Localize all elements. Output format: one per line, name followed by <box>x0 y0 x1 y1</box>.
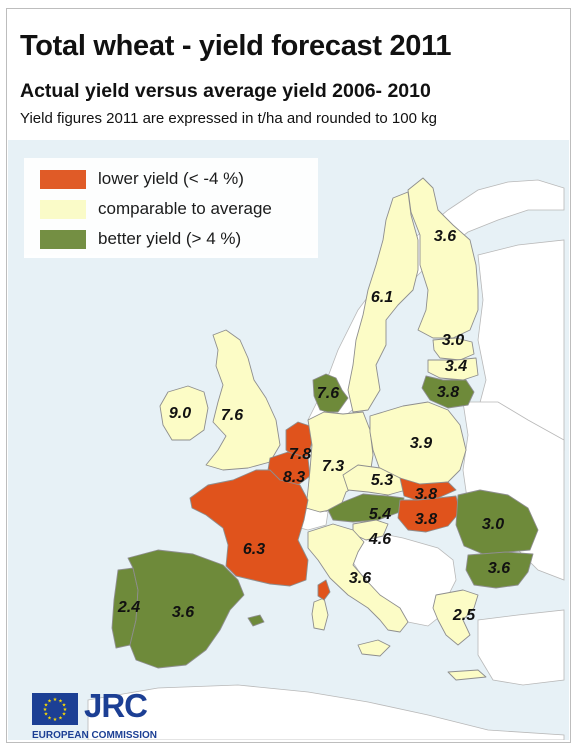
svg-text:★: ★ <box>53 697 58 703</box>
label-greece: 2.5 <box>452 607 476 624</box>
region-sicily <box>357 639 391 657</box>
region-france <box>189 469 309 587</box>
label-slovenia: 4.6 <box>368 531 391 548</box>
label-denmark: 7.6 <box>317 385 339 402</box>
region-greece <box>432 589 479 646</box>
label-bulgaria: 3.6 <box>488 560 510 577</box>
region-poland <box>369 401 467 487</box>
eu-flag-icon: ★ ★ ★ ★ ★ ★ ★ ★ ★ ★ ★ ★ <box>32 693 78 725</box>
region-hungary <box>397 495 461 533</box>
svg-text:★: ★ <box>58 699 63 705</box>
label-estonia: 3.0 <box>442 332 464 349</box>
svg-text:★: ★ <box>44 712 49 718</box>
label-ireland: 9.0 <box>169 405 191 422</box>
label-spain: 3.6 <box>172 604 194 621</box>
label-netherlands: 7.8 <box>289 446 311 463</box>
region-romania <box>455 489 539 555</box>
label-lithuania: 3.8 <box>437 384 459 401</box>
legend-item-comparable: comparable to average <box>40 198 272 220</box>
legend: lower yield (< -4 %) comparable to avera… <box>24 158 318 258</box>
label-austria: 5.4 <box>369 506 391 523</box>
svg-text:★: ★ <box>63 707 68 713</box>
label-uk: 7.6 <box>221 407 243 424</box>
label-france: 6.3 <box>243 541 265 558</box>
region-bulgaria <box>465 551 534 589</box>
label-belgium: 8.3 <box>283 469 305 486</box>
region-italy <box>307 523 409 633</box>
region-lithuania <box>421 375 475 409</box>
africa-land <box>87 684 565 740</box>
jrc-acronym: JRC <box>84 687 148 724</box>
svg-text:★: ★ <box>47 716 52 722</box>
region-estonia <box>432 337 475 361</box>
region-slovakia <box>399 477 457 501</box>
map-note: Yield figures 2011 are expressed in t/ha… <box>20 110 437 127</box>
label-finland: 3.6 <box>434 228 456 245</box>
label-germany: 7.3 <box>322 458 344 475</box>
label-latvia: 3.4 <box>445 358 467 375</box>
legend-item-better: better yield (> 4 %) <box>40 228 241 250</box>
region-uk <box>205 329 281 471</box>
legend-item-lower: lower yield (< -4 %) <box>40 168 244 190</box>
svg-text:★: ★ <box>44 703 49 709</box>
legend-label-comparable: comparable to average <box>98 199 272 218</box>
region-balearic <box>247 614 265 627</box>
svg-text:★: ★ <box>62 712 67 718</box>
label-italy: 3.6 <box>349 570 371 587</box>
legend-label-lower: lower yield (< -4 %) <box>98 169 244 188</box>
label-hungary: 3.8 <box>415 511 437 528</box>
legend-swatch-lower <box>40 169 86 189</box>
region-spain <box>127 549 245 669</box>
legend-label-better: better yield (> 4 %) <box>98 229 242 248</box>
region-denmark <box>312 373 349 413</box>
label-romania: 3.0 <box>482 516 504 533</box>
european-commission-label: EUROPEAN COMMISSION <box>32 730 158 741</box>
label-czech: 5.3 <box>371 472 393 489</box>
legend-swatch-comparable <box>40 199 86 219</box>
region-ireland <box>159 385 209 441</box>
region-latvia <box>427 357 479 381</box>
region-crete <box>447 669 487 681</box>
label-portugal: 2.4 <box>117 599 140 616</box>
svg-text:★: ★ <box>62 703 67 709</box>
region-netherlands <box>285 421 313 459</box>
legend-swatch-better <box>40 229 86 249</box>
map-title: Total wheat - yield forecast 2011 <box>20 30 452 62</box>
svg-text:★: ★ <box>58 716 63 722</box>
svg-text:★: ★ <box>53 717 58 723</box>
region-sweden <box>347 191 419 413</box>
region-finland <box>407 177 479 339</box>
svg-text:★: ★ <box>43 707 48 713</box>
region-corsica <box>317 579 331 601</box>
turkey-land <box>477 609 565 686</box>
map-subtitle: Actual yield versus average yield 2006- … <box>20 80 431 102</box>
svg-text:★: ★ <box>47 699 52 705</box>
label-slovakia: 3.8 <box>415 486 437 503</box>
label-sweden: 6.1 <box>371 289 393 306</box>
label-poland: 3.9 <box>410 435 432 452</box>
